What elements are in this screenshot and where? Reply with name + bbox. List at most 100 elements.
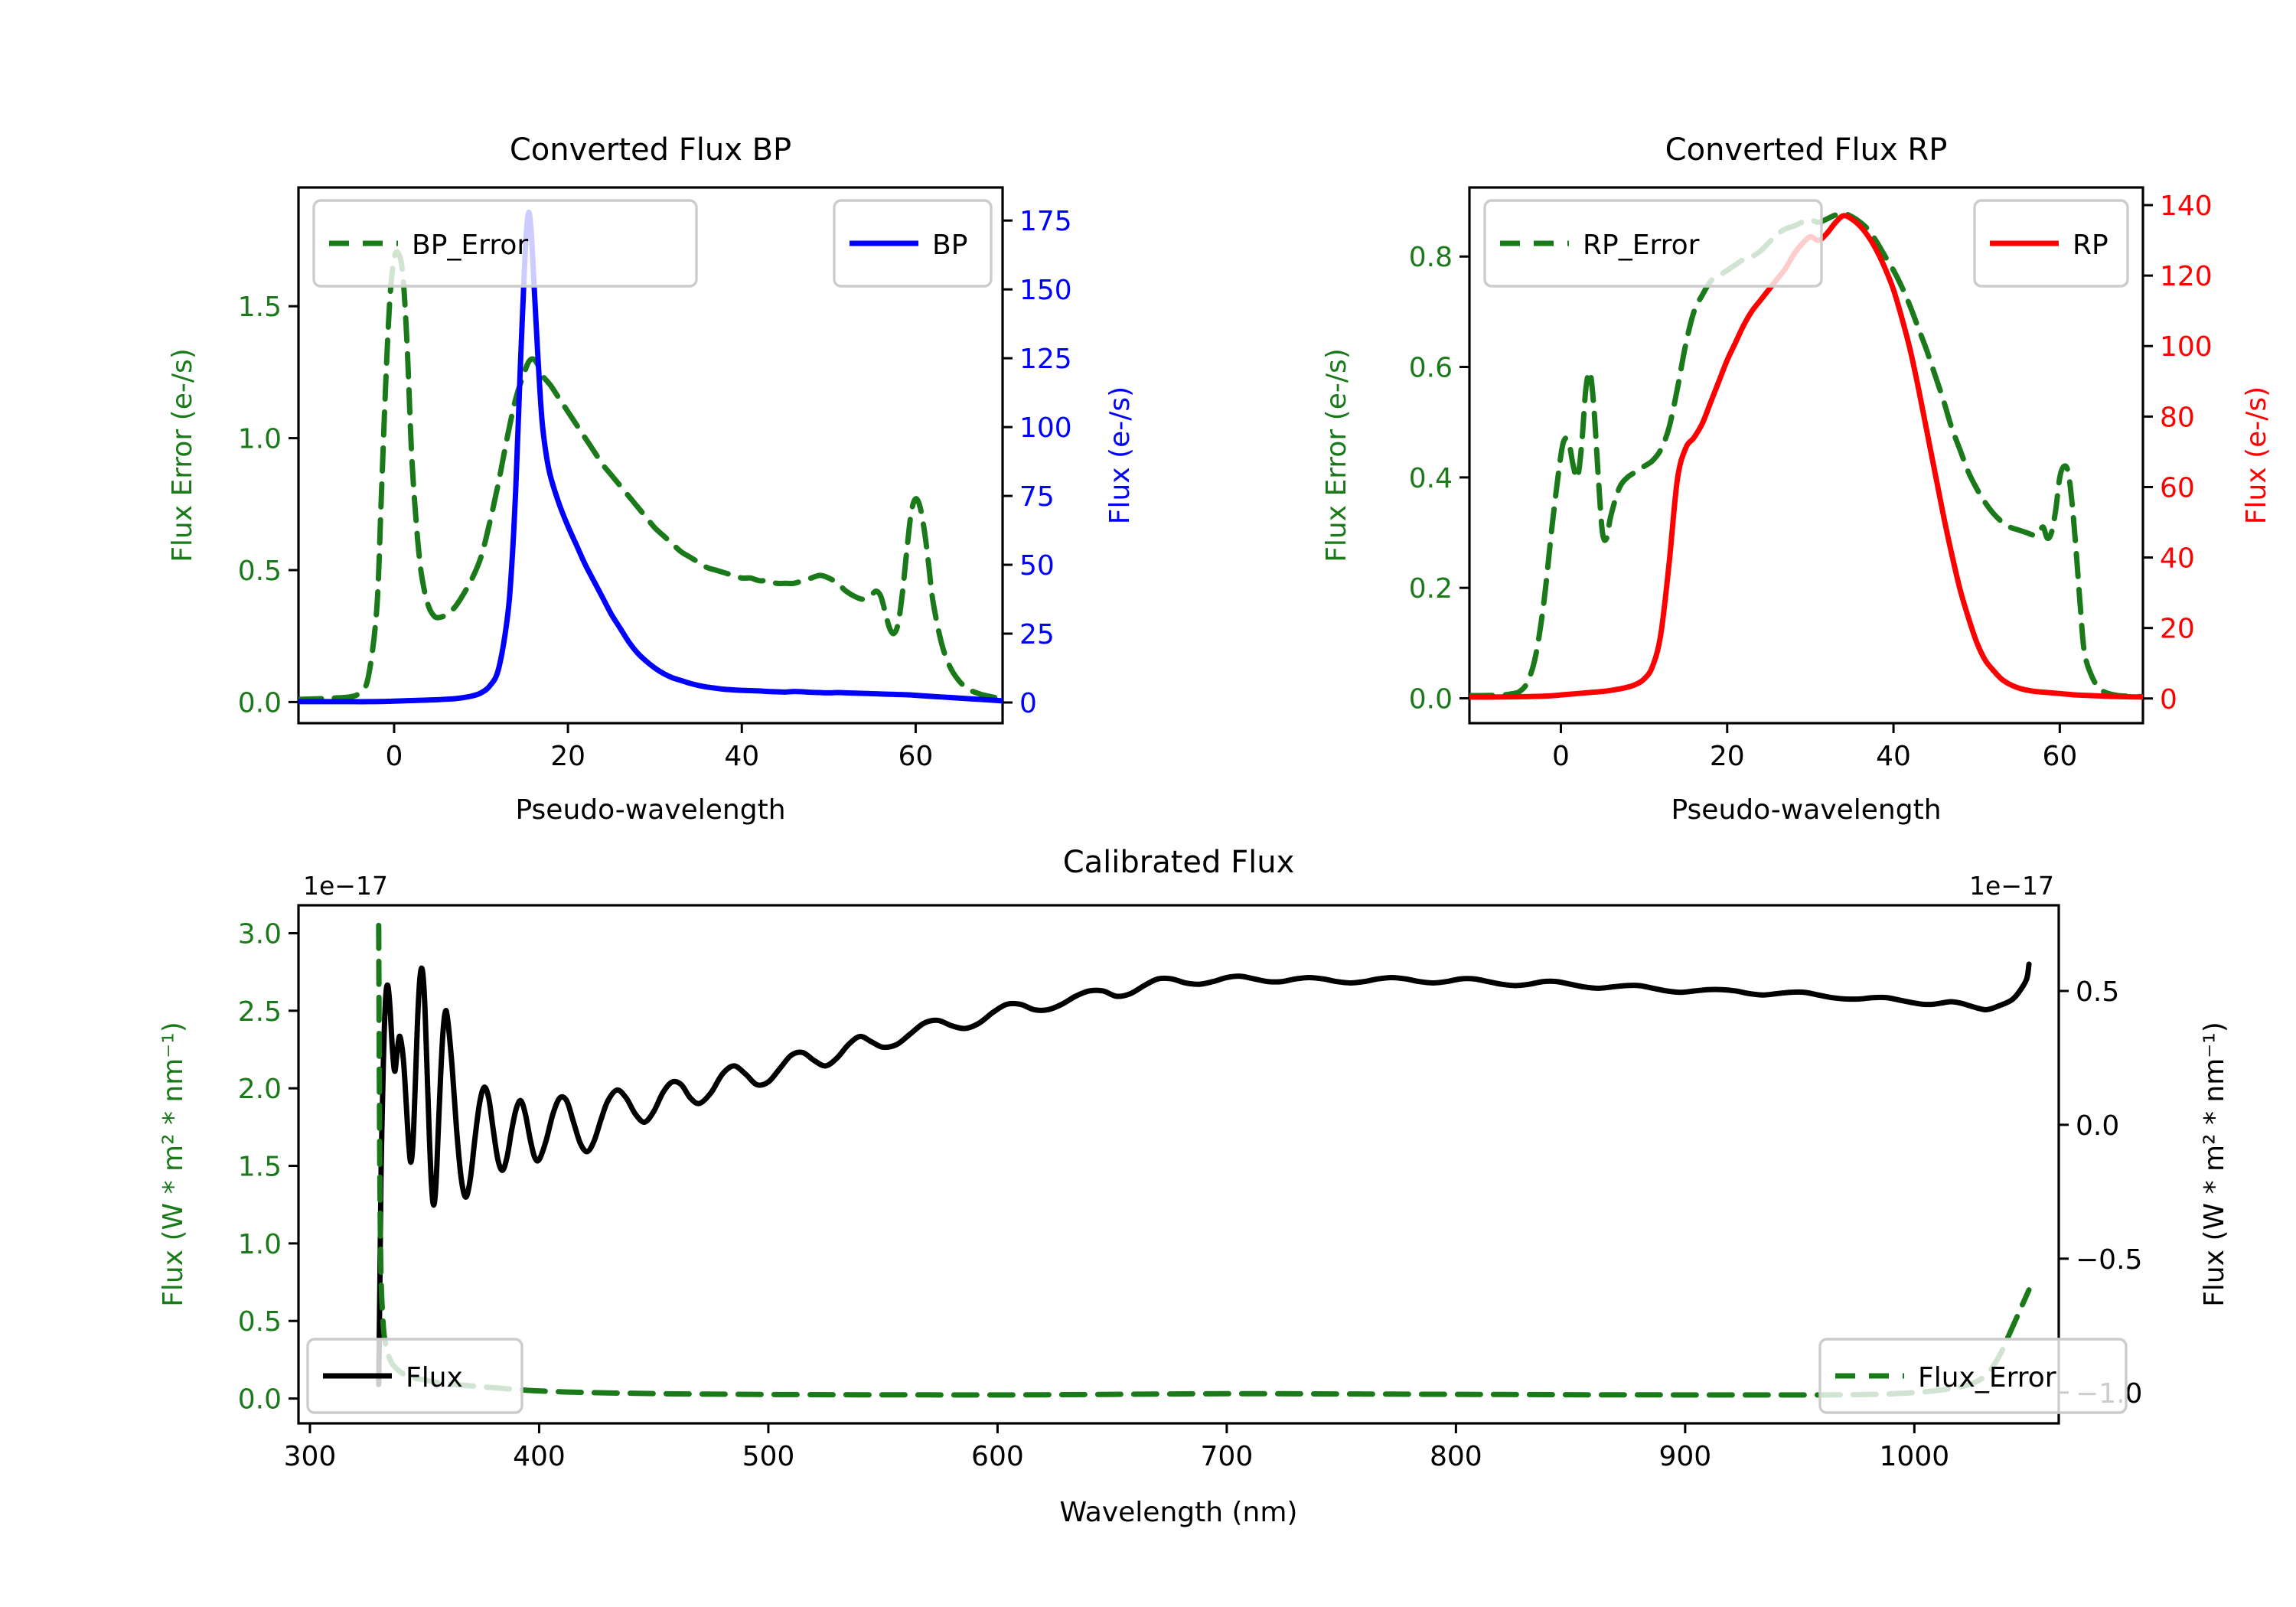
x-axis-label: Pseudo-wavelength — [1671, 794, 1941, 826]
y-axis-left-label: Flux (W * m² * nm⁻¹) — [158, 1022, 189, 1307]
y-right-tick-label: 140 — [2160, 191, 2213, 222]
x-tick-label: 0 — [1552, 741, 1570, 772]
y-right-tick-label: 50 — [1019, 550, 1055, 582]
y-left-tick-label: 0.8 — [1409, 242, 1453, 273]
rp-plot-svg: Converted Flux RP 0 20 40 60 Pseudo-wavelengt… — [1321, 132, 2272, 826]
x-tick-label: 900 — [1658, 1441, 1711, 1472]
series-bp-error — [298, 249, 1003, 702]
y-left-tick-label: 0.5 — [238, 1306, 282, 1338]
legend-box — [312, 199, 698, 288]
legend-label: Flux_Error — [1918, 1362, 2056, 1393]
legend-label: RP — [2073, 230, 2108, 261]
y-right-tick-label: 60 — [2160, 472, 2195, 504]
panel-converted-flux-bp: Converted Flux BP 0 20 40 60 Pseudo-wavelengt… — [0, 0, 1194, 826]
x-axis-label: Wavelength (nm) — [1060, 1497, 1298, 1528]
y-left-tick-label: 2.5 — [238, 996, 282, 1028]
y-axis-right-label: Flux (e-/s) — [1104, 386, 1136, 524]
x-tick-label: 500 — [742, 1441, 795, 1472]
legend-left[interactable]: RP_Error — [1483, 199, 1823, 288]
y-right-tick-label: 0.0 — [2076, 1110, 2119, 1142]
y-right-tick-label: 100 — [2160, 331, 2213, 363]
y-axis-right-label: Flux (W * m² * nm⁻¹) — [2199, 1022, 2230, 1307]
data-curves — [298, 209, 1003, 705]
data-curves — [376, 922, 2032, 1398]
data-curves — [1469, 210, 2143, 700]
x-tick-label: 60 — [899, 741, 934, 772]
series-rp-error — [1469, 210, 2143, 699]
axes-frame — [297, 904, 2060, 1425]
y-right-offset-text: 1e−17 — [1969, 871, 2054, 901]
bp-plot-svg: Converted Flux BP 0 20 40 60 Pseudo-wavelengt… — [167, 132, 1136, 826]
x-tick-label: 800 — [1430, 1441, 1482, 1472]
x-tick-label: 300 — [284, 1441, 337, 1472]
y-left-tick-label: 3.0 — [238, 918, 282, 950]
x-tick-label: 400 — [513, 1441, 566, 1472]
y-right-tick-label: 25 — [1019, 619, 1055, 650]
x-tick-label: 1000 — [1880, 1441, 1950, 1472]
panel-converted-flux-rp: Converted Flux RP 0 20 40 60 Pseudo-wavelengt… — [1148, 0, 2296, 826]
x-tick-label: 40 — [1876, 741, 1911, 772]
y-right-tick-label: 120 — [2160, 261, 2213, 292]
y-right-tick-label: 125 — [1019, 344, 1072, 375]
y-right-tick-label: 0.5 — [2076, 976, 2119, 1008]
panel-title: Converted Flux RP — [1665, 132, 1948, 168]
x-axis: 0 20 40 60 — [385, 723, 933, 772]
y-right-tick-label: 20 — [2160, 614, 2195, 645]
legend-label: BP — [932, 230, 967, 261]
y-axis-left: 0.0 0.2 0.4 0.6 0.8 — [1409, 242, 1469, 715]
x-axis-label: Pseudo-wavelength — [515, 794, 785, 826]
y-axis-left-label: Flux Error (e-/s) — [1321, 348, 1352, 562]
x-tick-label: 60 — [2042, 741, 2077, 772]
x-tick-label: 20 — [1710, 741, 1745, 772]
y-axis-right-label: Flux (e-/s) — [2241, 386, 2272, 524]
y-left-tick-label: 1.0 — [238, 1229, 282, 1260]
x-tick-label: 20 — [550, 741, 585, 772]
series-flux — [376, 961, 2032, 1387]
y-left-tick-label: 0.5 — [238, 556, 282, 587]
legend-label: BP_Error — [412, 230, 528, 261]
legend-right[interactable]: RP — [1973, 199, 2129, 288]
legend-box — [1818, 1338, 2128, 1414]
y-right-tick-label: 100 — [1019, 412, 1072, 444]
y-right-tick-label: 150 — [1019, 275, 1072, 306]
x-tick-label: 40 — [724, 741, 759, 772]
y-left-tick-label: 0.2 — [1409, 573, 1453, 605]
calibrated-plot-svg: Calibrated Flux 300 400 500 600 700 800 900 1000… — [158, 845, 2230, 1528]
x-axis: 300 400 500 600 700 800 900 1000 — [284, 1423, 1950, 1472]
y-left-tick-label: 0.0 — [1409, 684, 1453, 715]
panel-title: Calibrated Flux — [1063, 845, 1295, 880]
x-tick-label: 600 — [971, 1441, 1024, 1472]
axes-frame — [1468, 186, 2144, 725]
y-right-tick-label: 0 — [1019, 688, 1037, 719]
legend-left[interactable]: BP_Error — [312, 199, 698, 288]
y-left-tick-label: 0.0 — [238, 687, 282, 719]
legend-right[interactable]: BP — [833, 199, 993, 288]
x-axis: 0 20 40 60 — [1552, 723, 2077, 772]
y-right-tick-label: 40 — [2160, 543, 2195, 575]
series-flux-error — [376, 922, 2032, 1398]
y-right-tick-label: 80 — [2160, 402, 2195, 433]
y-axis-left: 0.0 0.5 1.0 1.5 2.0 2.5 3.0 — [238, 918, 298, 1416]
y-axis-left-label: Flux Error (e-/s) — [167, 348, 198, 562]
y-right-tick-label: −0.5 — [2076, 1244, 2142, 1276]
y-left-tick-label: 0.6 — [1409, 353, 1453, 384]
y-left-tick-label: 1.5 — [238, 1152, 282, 1183]
legend-left[interactable]: Flux — [306, 1338, 523, 1414]
y-right-tick-label: 0 — [2160, 684, 2177, 715]
y-left-offset-text: 1e−17 — [303, 871, 388, 901]
series-rp — [1469, 213, 2143, 700]
y-axis-right: 0 20 40 60 80 100 120 140 — [2143, 191, 2213, 715]
y-right-tick-label: 175 — [1019, 206, 1072, 237]
legend-right[interactable]: Flux_Error — [1818, 1338, 2128, 1414]
axes-frame — [297, 186, 1004, 725]
legend-box — [306, 1338, 523, 1414]
panel-calibrated-flux: Calibrated Flux 300 400 500 600 700 800 900 1000… — [0, 811, 2296, 1607]
y-left-tick-label: 2.0 — [238, 1074, 282, 1105]
y-axis-left: 0.0 0.5 1.0 1.5 — [238, 292, 298, 719]
series-bp — [298, 209, 1003, 705]
y-left-tick-label: 1.5 — [238, 292, 282, 323]
panel-title: Converted Flux BP — [510, 132, 791, 168]
x-tick-label: 700 — [1201, 1441, 1254, 1472]
y-axis-right: 0 25 50 75 100 125 150 175 — [1003, 206, 1072, 719]
